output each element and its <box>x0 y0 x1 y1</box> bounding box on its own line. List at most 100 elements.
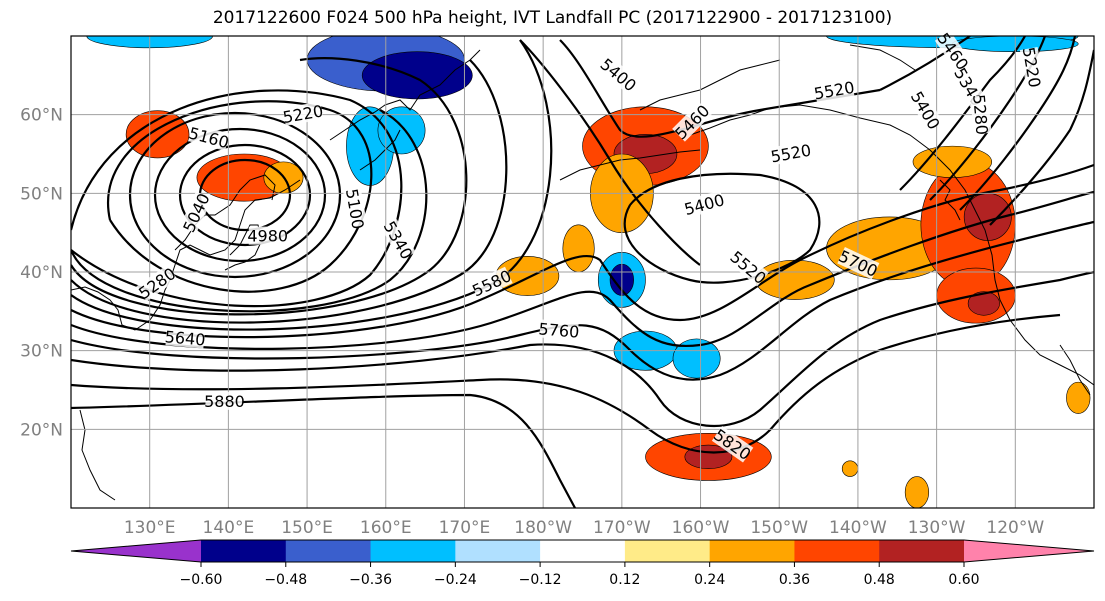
contour-label-bg <box>770 140 812 166</box>
contour-label-bg <box>205 391 244 410</box>
lat-tick-label: 60°N <box>20 106 63 126</box>
contour-label-text: 4980 <box>247 227 288 246</box>
contour-label-bg <box>1019 47 1045 88</box>
contour-5220-ne <box>989 49 1094 226</box>
alaska-west-coast <box>639 59 781 111</box>
contour-label-bg <box>343 188 368 230</box>
lon-tick-label: 120°W <box>986 518 1044 538</box>
contour-label-bg <box>598 55 639 94</box>
arctic-coastline <box>849 44 916 71</box>
contour-label-bg <box>248 226 287 245</box>
contour-5700 <box>71 220 1094 381</box>
contour-5400-ne <box>899 36 1026 191</box>
lon-tick-label: 160°W <box>672 518 730 538</box>
contour-5400 <box>71 57 468 316</box>
map-title: 2017122600 F024 500 hPa height, IVT Land… <box>212 8 893 28</box>
colorbar-segment <box>540 540 626 562</box>
lon-tick-label: 160°E <box>360 518 412 538</box>
philippines-coastline <box>79 409 116 501</box>
colorbar-tick-label: 0.60 <box>948 572 979 588</box>
contour-5340 <box>71 109 428 313</box>
lon-tick-label: 140°W <box>829 518 887 538</box>
colorbar-tick-label: −0.12 <box>519 572 562 588</box>
contour-label-bg <box>837 247 880 280</box>
contour-label-text: 5760 <box>538 319 580 341</box>
contour-5460 <box>71 59 508 324</box>
plot-frame <box>70 35 1095 509</box>
lon-tick-label: 170°E <box>439 518 491 538</box>
colorbar-tick-label: −0.24 <box>434 572 477 588</box>
colorbar: −0.60 −0.48 −0.36 −0.24 −0.12 0.12 0.24 0.36 0.4… <box>70 539 1095 588</box>
colorbar-segment <box>285 540 372 562</box>
contour-label-bg <box>934 30 972 72</box>
contour-label-bg <box>813 77 855 103</box>
contour-5520 <box>71 39 553 331</box>
contour-label: 5280 <box>969 94 991 136</box>
lon-tick-label: 130°W <box>908 518 966 538</box>
contour-label-bg <box>728 248 769 287</box>
contour-label-bg <box>282 101 324 126</box>
colorbar-tick-label: 0.12 <box>609 572 640 588</box>
contour-label: 5760 <box>538 319 580 341</box>
ivt-region-27 <box>904 476 930 508</box>
contour-5880 <box>71 393 576 508</box>
lon-tick-label: 140°E <box>203 518 255 538</box>
contour-label-bg <box>672 102 712 142</box>
contour-5280-ne <box>959 36 1077 211</box>
lon-tick-label: 130°E <box>124 518 176 538</box>
contour-label-bg <box>970 94 992 135</box>
axis-labels: 60°N 50°N 40°N 30°N 20°N 130°E 140°E 150°E 160°E… <box>20 106 1044 538</box>
lon-tick-label: 180°W <box>514 518 572 538</box>
contour-label-bg <box>136 264 178 302</box>
lon-tick-label: 170°W <box>593 518 651 538</box>
contour-label-text: 5280 <box>969 94 991 136</box>
kamchatka-coastline <box>329 49 481 141</box>
contour-label-text: 5640 <box>164 327 206 349</box>
contour-label-bg <box>470 266 513 300</box>
colorbar-segment <box>624 540 711 562</box>
lon-tick-label: 150°W <box>750 518 808 538</box>
baja-coastline <box>1059 344 1091 396</box>
colorbar-segment <box>794 540 880 562</box>
asia-coastline <box>71 179 301 331</box>
colorbar-tick-label: −0.36 <box>349 572 392 588</box>
colorbar-extend-low <box>71 540 201 562</box>
colorbar-segment <box>709 540 795 562</box>
ivt-region-16 <box>672 338 721 379</box>
contour-label-bg <box>381 219 416 261</box>
colorbar-tick-label: 0.36 <box>779 572 810 588</box>
colorbar-tick-label: 0.48 <box>864 572 895 588</box>
contour-label-bg <box>683 190 725 218</box>
contour-5820 <box>71 313 1061 454</box>
ivt-region-0 <box>125 110 190 159</box>
alaska-panhandle <box>939 179 961 221</box>
colorbar-extend-high <box>964 540 1094 562</box>
aleutian-islands <box>559 149 701 181</box>
ivt-region-28 <box>841 460 859 477</box>
contour-5400-trough <box>623 172 821 284</box>
colorbar-segment <box>879 540 965 562</box>
colorbar-segment <box>370 540 456 562</box>
contour-5040 <box>178 143 312 247</box>
contour-5580 <box>71 163 1094 339</box>
colorbar-tick-label: −0.48 <box>264 572 307 588</box>
lat-tick-label: 30°N <box>20 342 63 362</box>
colorbar-segment <box>455 540 541 562</box>
contour-label-bg <box>179 191 213 234</box>
contour-label: 5880 <box>204 391 245 411</box>
lat-tick-label: 50°N <box>20 184 63 204</box>
lon-tick-label: 150°E <box>281 518 333 538</box>
ivt-region-26 <box>1066 381 1091 414</box>
contour-5520-ne <box>879 36 971 91</box>
contour-label-bg <box>711 425 754 463</box>
contour-label-bg <box>539 319 579 341</box>
ivt-region-4 <box>361 51 473 100</box>
ivt-region-24 <box>967 291 1000 316</box>
colorbar-tick-label: 0.24 <box>694 572 725 588</box>
contour-label-bg <box>165 327 205 349</box>
contour-label: 4980 <box>247 226 288 246</box>
contour-label-text: 5880 <box>204 392 245 411</box>
colorbar-segment <box>201 540 287 562</box>
colorbar-tick-label: −0.60 <box>180 572 223 588</box>
